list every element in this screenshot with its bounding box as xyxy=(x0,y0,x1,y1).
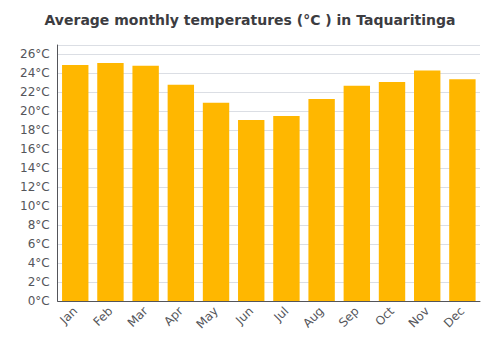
svg-text:6°C: 6°C xyxy=(28,237,50,251)
svg-text:Jan: Jan xyxy=(57,304,81,328)
svg-text:Aug: Aug xyxy=(300,304,326,330)
svg-text:Jun: Jun xyxy=(232,304,256,328)
svg-text:Feb: Feb xyxy=(90,304,115,329)
svg-text:May: May xyxy=(194,304,221,331)
svg-text:26°C: 26°C xyxy=(20,47,50,61)
svg-text:24°C: 24°C xyxy=(20,66,50,80)
svg-text:Jul: Jul xyxy=(271,304,292,325)
svg-text:16°C: 16°C xyxy=(20,142,50,156)
svg-text:Sep: Sep xyxy=(336,304,362,330)
svg-text:Apr: Apr xyxy=(161,304,186,329)
svg-text:22°C: 22°C xyxy=(20,85,50,99)
svg-text:8°C: 8°C xyxy=(28,218,50,232)
svg-text:20°C: 20°C xyxy=(20,104,50,118)
svg-text:4°C: 4°C xyxy=(28,256,50,270)
svg-text:0°C: 0°C xyxy=(28,294,50,308)
svg-text:Mar: Mar xyxy=(125,304,151,330)
svg-text:2°C: 2°C xyxy=(28,275,50,289)
svg-text:Nov: Nov xyxy=(406,304,432,330)
svg-text:Average monthly temperatures (: Average monthly temperatures (°C ) in Ta… xyxy=(45,12,456,28)
svg-text:Dec: Dec xyxy=(441,304,467,330)
svg-text:Oct: Oct xyxy=(372,304,397,329)
svg-text:10°C: 10°C xyxy=(20,199,50,213)
svg-text:18°C: 18°C xyxy=(20,123,50,137)
svg-text:14°C: 14°C xyxy=(20,161,50,175)
svg-text:12°C: 12°C xyxy=(20,180,50,194)
